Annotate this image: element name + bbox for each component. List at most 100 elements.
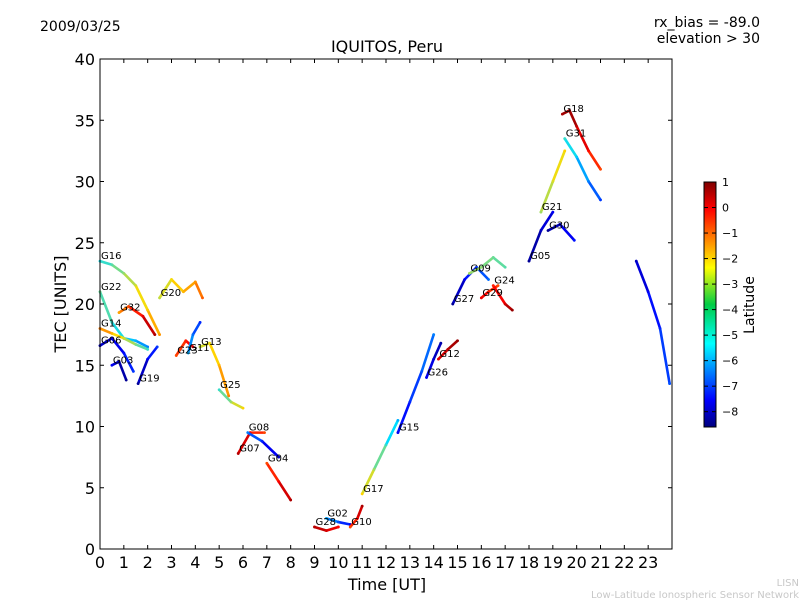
x-tick-label: 21 [590,553,610,572]
x-tick-label: 22 [614,553,634,572]
data-point [587,149,590,153]
series-segment [575,125,590,153]
data-point [348,525,352,529]
data-point [229,400,233,404]
data-point [437,357,440,361]
series-g11 [186,320,202,355]
colorbar-label: Latitude [742,276,758,334]
series-g24 [491,284,514,312]
data-point [539,210,543,214]
colorbar-tick-label: −5 [722,329,738,342]
series-segment [117,305,130,314]
series-g17 [360,418,400,496]
data-point [124,378,128,382]
data-point [432,357,436,361]
data-point [170,278,173,281]
x-tick-label: 5 [214,553,224,572]
series-segment [325,517,340,524]
data-point [432,333,436,337]
series-g31 [563,137,602,202]
series-segment [98,336,114,347]
date-label: 2009/03/25 [40,19,121,35]
x-tick-label: 11 [352,553,372,572]
colorbar-tick-label: 0 [722,202,729,215]
data-point [479,296,483,300]
series-segment [229,400,245,410]
data-point [356,516,359,520]
series-segment [539,180,555,214]
data-point [117,360,121,363]
x-tick-label: 19 [543,553,563,572]
series-segment [546,223,562,232]
data-point [277,480,281,484]
series-label: G04 [268,453,288,464]
data-point [260,439,264,443]
x-tick-label: 2 [143,553,153,572]
series-g03 [110,360,128,382]
series-g19 [136,345,159,386]
data-point [122,336,126,340]
series-label: G22 [101,282,121,293]
data-point [360,504,364,508]
data-point [575,124,579,128]
data-point [182,290,185,294]
series-g09 [468,256,507,275]
series-segment [146,308,161,336]
y-tick-label: 10 [75,418,95,437]
series-label: G09 [470,263,490,274]
x-axis-label: Time [UT] [347,575,426,594]
series-segment [558,223,576,242]
data-point [446,347,450,351]
series-label: G25 [220,380,240,391]
data-point [646,290,650,294]
data-point [503,265,507,269]
colorbar-tick-label: −7 [722,380,738,393]
data-point [425,376,428,379]
data-point [551,210,555,214]
colorbar-tick-label: −8 [722,406,738,419]
series-label: G27 [454,294,474,305]
series-segment [117,360,128,382]
y-axis-label: TEC [UNITS] [51,256,70,354]
chart-title: IQUITOS, Peru [331,37,443,56]
data-point [131,369,135,373]
data-point [153,333,157,337]
data-point [336,525,340,529]
data-point [325,516,328,520]
series-segment [246,431,264,443]
data-point [198,320,202,324]
data-point [563,137,567,141]
series-g23b [634,259,672,386]
data-point [146,347,150,351]
series-segment [110,321,126,340]
data-point [127,305,130,308]
series-segment [646,290,662,330]
data-point [599,167,602,171]
series-label: G24 [494,276,514,287]
data-point [313,525,316,529]
series-segment [568,109,578,128]
data-point [439,341,443,345]
data-point [110,263,114,267]
series-g32 [117,305,157,337]
x-tick-label: 9 [309,553,319,572]
rx-bias-label: rx_bias = -89.0 [654,15,760,31]
data-point [527,259,531,263]
data-point [158,296,161,300]
series-segment [491,284,507,306]
footer-credit-lisn: LISN [777,578,799,589]
data-point [191,345,195,349]
series-segment [122,272,138,287]
series-segment [451,278,466,306]
data-point [122,271,126,275]
series-g21 [539,149,567,214]
series-segment [110,263,126,275]
series-segment [587,149,602,171]
series-g25 [217,388,245,410]
series-segment [563,137,578,159]
series-segment [122,336,138,346]
series-g26 [425,341,443,379]
series-segment [208,341,221,367]
series-segment [170,278,185,294]
